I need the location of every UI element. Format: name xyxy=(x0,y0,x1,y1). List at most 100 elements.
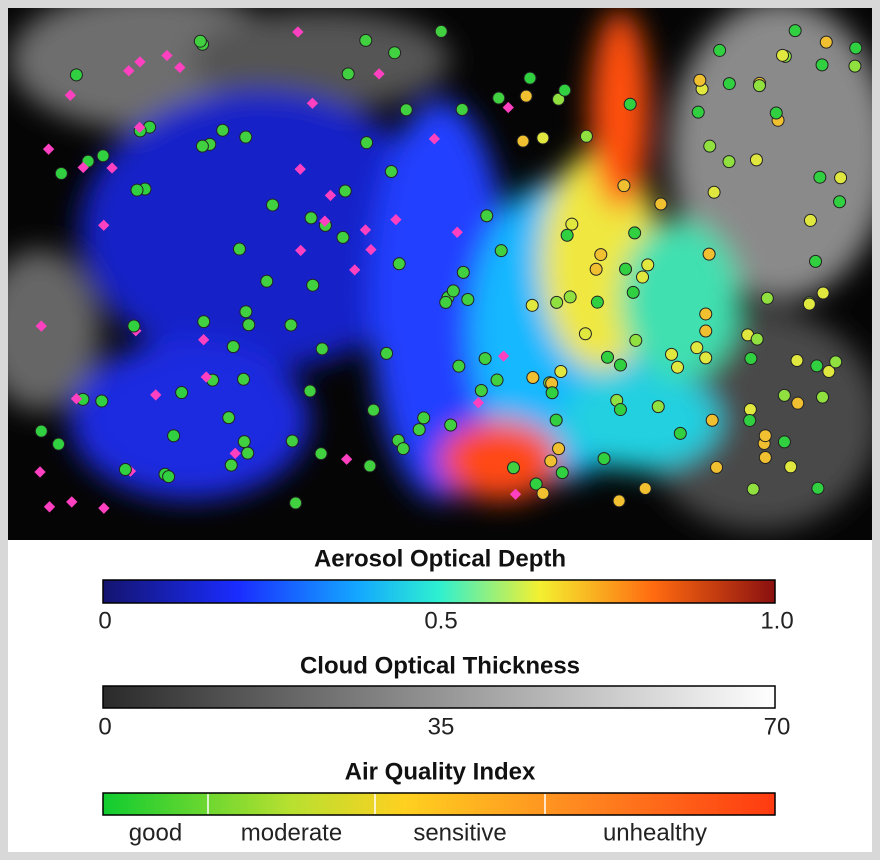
station-marker xyxy=(241,446,255,460)
station-marker xyxy=(392,257,406,271)
station-marker xyxy=(526,371,540,385)
station-marker xyxy=(306,278,320,292)
station-marker xyxy=(69,68,83,82)
station-marker xyxy=(338,184,352,198)
station-marker xyxy=(195,139,209,153)
station-marker xyxy=(167,429,181,443)
station-marker xyxy=(497,350,510,362)
station-marker xyxy=(822,365,836,379)
station-marker xyxy=(239,305,253,319)
station-marker xyxy=(95,394,109,408)
station-marker xyxy=(813,170,827,184)
station-marker xyxy=(434,24,448,38)
station-marker xyxy=(665,347,679,361)
station-marker xyxy=(222,411,236,425)
station-marker xyxy=(96,149,110,163)
station-marker xyxy=(810,359,824,373)
station-marker xyxy=(365,243,377,256)
station-marker xyxy=(563,290,577,304)
station-marker xyxy=(691,105,705,119)
station-marker xyxy=(654,197,668,211)
station-marker xyxy=(295,244,307,257)
station-marker xyxy=(589,262,603,276)
station-marker xyxy=(455,102,469,116)
station-marker xyxy=(284,318,298,332)
station-marker xyxy=(516,134,530,148)
station-marker xyxy=(849,41,863,55)
station-marker xyxy=(791,396,805,410)
station-marker xyxy=(578,327,592,341)
legend-title: Aerosol Optical Depth xyxy=(314,545,566,572)
station-marker xyxy=(239,130,253,144)
station-marker xyxy=(523,71,537,85)
station-marker xyxy=(833,195,847,209)
station-marker xyxy=(746,482,760,496)
station-marker xyxy=(613,403,627,417)
tick-label: 70 xyxy=(764,713,791,740)
station-marker xyxy=(707,185,721,199)
station-marker xyxy=(237,435,251,449)
station-marker xyxy=(490,373,504,387)
station-marker xyxy=(303,384,317,398)
station-marker xyxy=(710,460,724,474)
station-marker xyxy=(623,97,637,111)
station-marker xyxy=(693,73,707,87)
station-marker xyxy=(349,264,361,276)
station-marker xyxy=(319,215,331,227)
station-marker xyxy=(456,265,470,279)
station-marker xyxy=(34,466,46,478)
station-marker xyxy=(452,359,466,373)
station-marker xyxy=(848,59,862,73)
station-marker xyxy=(315,342,329,356)
station-marker xyxy=(536,131,550,145)
station-marker xyxy=(829,355,843,369)
tick-label: 0.5 xyxy=(424,607,457,634)
tick-label: 0 xyxy=(98,713,111,740)
station-marker xyxy=(232,242,246,256)
tick-label: 35 xyxy=(428,713,455,740)
station-marker xyxy=(536,486,550,500)
station-marker xyxy=(127,319,141,333)
station-marker xyxy=(703,139,717,153)
station-marker xyxy=(552,442,566,456)
station-marker xyxy=(260,274,274,288)
station-marker xyxy=(229,447,241,460)
station-marker xyxy=(552,92,566,106)
station-marker xyxy=(601,350,615,364)
station-marker xyxy=(506,461,520,475)
station-marker xyxy=(474,384,488,398)
station-marker xyxy=(304,211,318,225)
station-marker xyxy=(626,285,640,299)
color-bar xyxy=(102,579,776,604)
station-marker xyxy=(43,501,56,513)
station-marker xyxy=(558,83,572,97)
station-marker xyxy=(162,470,176,484)
station-marker xyxy=(363,459,377,473)
station-marker xyxy=(380,346,394,360)
station-marker xyxy=(550,295,564,309)
map xyxy=(8,8,872,540)
station-marker xyxy=(439,295,453,309)
station-marker xyxy=(628,226,642,240)
station-marker xyxy=(529,477,543,491)
station-marker xyxy=(803,213,817,227)
station-marker xyxy=(699,307,713,321)
station-marker xyxy=(690,341,704,355)
station-marker xyxy=(673,426,687,440)
station-marker xyxy=(35,320,47,332)
station-marker xyxy=(776,48,790,62)
station-marker xyxy=(545,386,559,400)
station-marker xyxy=(150,389,162,401)
station-marker xyxy=(722,155,736,169)
station-marker xyxy=(790,353,804,367)
station-marker xyxy=(226,340,240,354)
station-marker xyxy=(811,481,825,495)
station-marker xyxy=(451,226,463,238)
station-marker xyxy=(638,481,652,495)
station-marker xyxy=(324,189,337,202)
station-marker xyxy=(367,403,381,417)
station-marker xyxy=(396,442,410,456)
station-marker xyxy=(197,334,210,346)
station-marker xyxy=(417,411,431,425)
station-marker xyxy=(340,453,353,465)
